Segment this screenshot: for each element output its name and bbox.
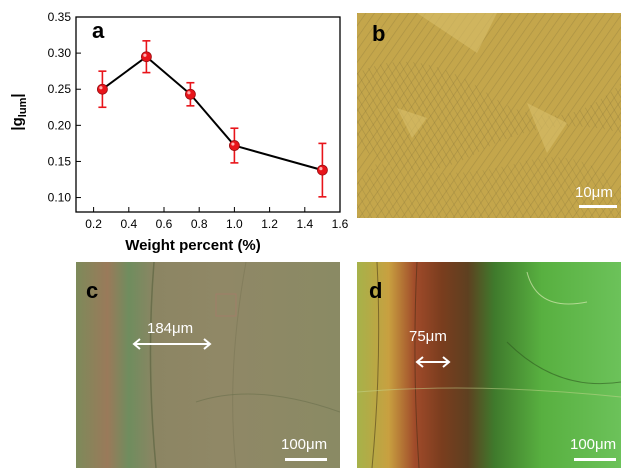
data-point: [316, 164, 328, 176]
panel-d-micrograph: d 75μm 100μm: [357, 262, 621, 468]
y-tick-label: 0.15: [48, 154, 72, 168]
panel-d-scale-text: 100μm: [570, 436, 617, 453]
data-point: [97, 83, 108, 95]
x-tick-label: 1.6: [332, 217, 349, 231]
panel-a-label: a: [92, 18, 105, 43]
panel-d-label: d: [369, 278, 383, 303]
y-tick-label: 0.25: [48, 82, 72, 96]
data-point: [184, 88, 196, 100]
data-point-highlight: [187, 91, 191, 95]
gum-weight-chart: 0.2 0.4 0.6 0.8 1.0 1.2 1.4 1.6 0.10 0.15 0.20 0.25…: [9, 10, 349, 254]
panel-d-scale-bar: [574, 458, 616, 461]
panel-b-micrograph: b 10μm: [357, 13, 621, 218]
data-point-highlight: [99, 86, 103, 90]
panel-c-scale-bar: [285, 458, 327, 461]
x-tick-label: 0.4: [120, 217, 137, 231]
series-line: [101, 55, 323, 172]
y-tick-label: 0.35: [48, 10, 72, 24]
chart-x-axis-label: Weight percent (%): [125, 237, 261, 254]
panel-d-measure-arrow: [415, 356, 451, 368]
y-label-end: |: [9, 93, 26, 97]
data-point: [228, 140, 240, 151]
data-point-highlight: [231, 142, 235, 146]
panel-b-scale-bar: [579, 205, 617, 208]
data-point-highlight: [319, 167, 323, 171]
panel-d-measurement-text: 75μm: [409, 328, 447, 345]
x-tick-label: 1.0: [226, 217, 243, 231]
x-tick-label: 0.6: [156, 217, 173, 231]
x-tick-label: 0.2: [85, 217, 102, 231]
panel-c-micrograph: c 184μm 100μm: [76, 262, 340, 468]
x-tick-label: 1.2: [261, 217, 278, 231]
panel-b-label: b: [372, 21, 386, 46]
x-tick-label: 0.8: [191, 217, 208, 231]
chart-y-axis-label: |glum|: [9, 93, 29, 130]
panel-d-image: [357, 262, 621, 468]
y-tick-label: 0.10: [48, 191, 72, 205]
y-label-sub: lum: [17, 97, 29, 117]
panel-c-image: [76, 262, 340, 468]
data-point-highlight: [143, 53, 147, 57]
y-label-main: |g: [9, 117, 26, 130]
y-tick-label: 0.20: [48, 118, 72, 132]
panel-b-image: [357, 13, 621, 218]
panel-c-measurement-text: 184μm: [147, 320, 194, 337]
panel-b-scale-text: 10μm: [575, 184, 613, 201]
panel-c-scale-text: 100μm: [281, 436, 328, 453]
plot-frame: [75, 16, 341, 213]
panel-a-chart: 0.2 0.4 0.6 0.8 1.0 1.2 1.4 1.6 0.10 0.15 0.20 0.25…: [0, 0, 350, 262]
panel-c-measure-arrow: [132, 338, 212, 350]
data-point: [140, 51, 152, 63]
x-tick-label: 1.4: [296, 217, 313, 231]
panel-c-label: c: [86, 278, 99, 303]
y-tick-label: 0.30: [48, 46, 72, 60]
